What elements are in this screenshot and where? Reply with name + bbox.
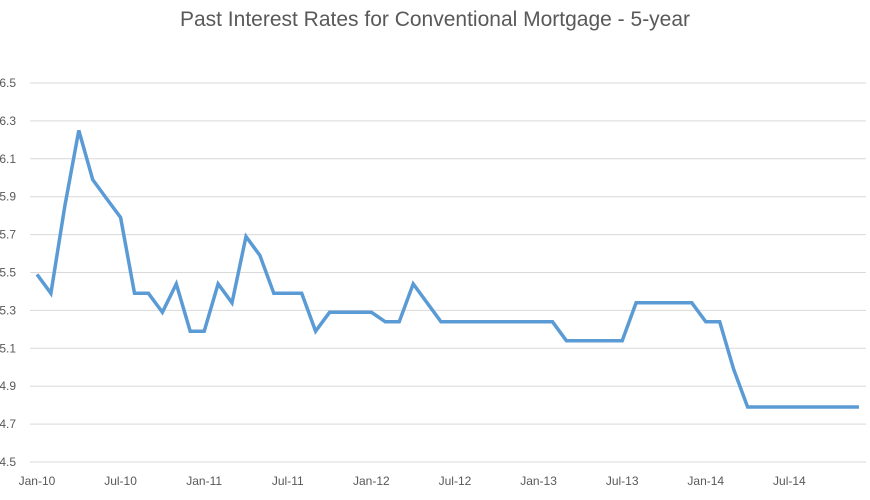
y-tick-label: 6.5 [0, 76, 16, 90]
chart-title: Past Interest Rates for Conventional Mor… [179, 8, 691, 31]
x-tick-label: Jan-10 [19, 474, 56, 488]
series-line [35, 129, 859, 409]
y-tick-label: 5.1 [0, 341, 16, 355]
y-axis-ticks: 4.5 4.7 4.9 5.1 5.3 5.5 5.7 5.9 6.1 6.3 6.5 [0, 76, 16, 469]
x-axis-ticks: Jan-10 Jul-10 Jan-11 Jul-11 Jan-12 Jul-12 Jan-… [19, 474, 806, 488]
x-tick-label: Jan-13 [520, 474, 557, 488]
y-tick-label: 4.9 [0, 379, 16, 393]
x-tick-label: Jan-11 [186, 474, 222, 488]
y-tick-label: 5.9 [0, 190, 16, 204]
y-tick-label: 5.5 [0, 266, 16, 280]
y-tick-label: 6.3 [0, 114, 16, 128]
y-tick-label: 4.5 [0, 455, 16, 469]
x-tick-label: Jan-12 [353, 474, 390, 488]
x-tick-label: Jul-11 [272, 474, 304, 488]
x-tick-label: Jul-12 [439, 474, 472, 488]
y-tick-label: 4.7 [0, 417, 16, 431]
gridlines [30, 82, 866, 463]
y-tick-label: 6.1 [0, 152, 16, 166]
y-tick-label: 5.3 [0, 303, 16, 317]
y-tick-label: 5.7 [0, 228, 16, 242]
x-tick-label: Jul-10 [104, 474, 137, 488]
x-tick-label: Jul-14 [773, 474, 806, 488]
x-tick-label: Jan-14 [687, 474, 724, 488]
x-tick-label: Jul-13 [606, 474, 639, 488]
